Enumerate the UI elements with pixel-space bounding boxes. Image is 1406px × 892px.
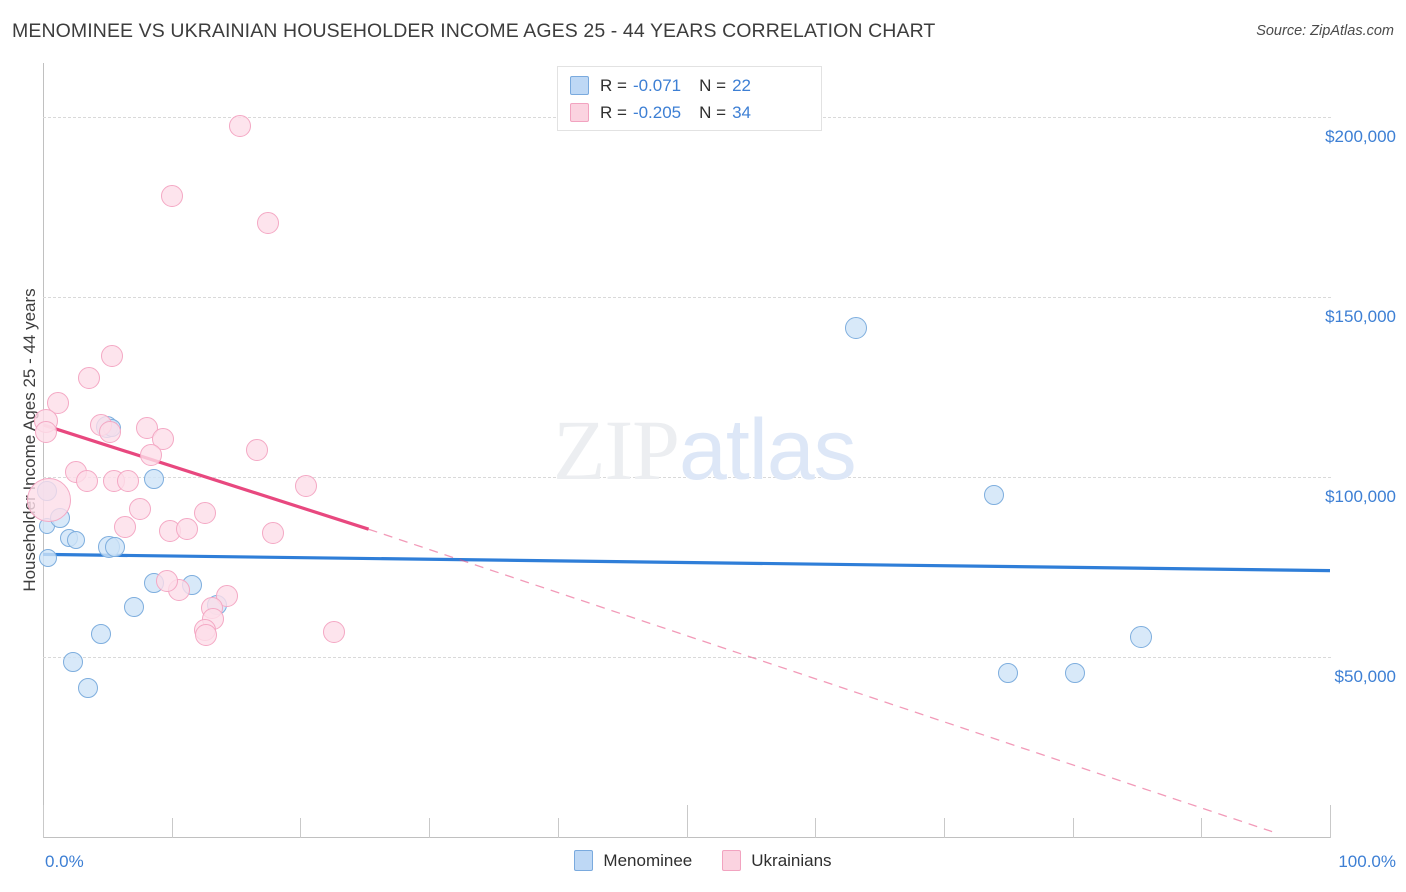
gridline [43, 477, 1331, 478]
data-point[interactable] [195, 624, 218, 647]
data-point[interactable] [294, 475, 317, 497]
legend-label-ukrainians: Ukrainians [751, 850, 832, 870]
data-point[interactable] [78, 677, 99, 698]
data-point[interactable] [176, 518, 199, 541]
x-tick [815, 818, 817, 838]
data-point[interactable] [101, 345, 124, 368]
data-point[interactable] [151, 428, 174, 451]
x-tick [557, 818, 559, 838]
data-point[interactable] [34, 421, 57, 443]
data-point[interactable] [140, 444, 163, 467]
x-tick [943, 818, 945, 838]
plot-area [27, 63, 1331, 837]
data-point[interactable] [143, 468, 164, 489]
legend-swatch-menominee-icon [574, 850, 594, 871]
trend-lines [42, 423, 1331, 833]
data-point[interactable] [1129, 626, 1152, 649]
data-point[interactable] [845, 316, 868, 339]
stats-row-menominee: R = -0.071 N = 22 [570, 72, 811, 99]
page-title: MENOMINEE VS UKRAINIAN HOUSEHOLDER INCOM… [12, 20, 936, 42]
correlation-stats-legend: R = -0.071 N = 22 R = -0.205 N = 34 [557, 66, 822, 131]
x-axis-max-label: 100.0% [1338, 852, 1396, 871]
y-tick-label: $200,000 [1325, 127, 1396, 146]
legend-label-menominee: Menominee [603, 850, 693, 870]
legend-item-menominee[interactable]: Menominee [574, 850, 692, 871]
data-point[interactable] [27, 478, 72, 523]
x-tick [171, 818, 173, 838]
x-tick [1330, 805, 1331, 838]
n-value-menominee: 22 [732, 75, 751, 95]
data-point[interactable] [245, 439, 268, 461]
data-point[interactable] [228, 115, 251, 137]
x-tick [43, 805, 44, 838]
n-value-ukrainians: 34 [732, 102, 751, 122]
source-attribution: Source: ZipAtlas.com [1256, 23, 1394, 39]
data-point[interactable] [98, 421, 121, 443]
data-point[interactable] [67, 531, 86, 549]
data-point[interactable] [105, 537, 126, 558]
r-value-ukrainians: -0.205 [632, 102, 682, 122]
x-tick [686, 805, 688, 838]
trend-line-ukrainians [42, 423, 370, 531]
gridline [43, 297, 1331, 298]
n-label-menominee: N = [699, 75, 727, 95]
swatch-menominee-icon [570, 76, 589, 95]
data-point[interactable] [998, 663, 1019, 684]
y-axis-line [43, 63, 44, 837]
data-point[interactable] [257, 212, 280, 235]
data-point[interactable] [155, 570, 178, 593]
data-point[interactable] [262, 521, 285, 544]
data-point[interactable] [124, 596, 145, 617]
data-point[interactable] [216, 584, 239, 607]
data-point[interactable] [116, 469, 139, 492]
data-point[interactable] [984, 485, 1005, 505]
stats-row-ukrainians: R = -0.205 N = 34 [570, 99, 811, 126]
y-tick-label: $100,000 [1325, 487, 1396, 506]
x-tick [1201, 818, 1203, 838]
data-point[interactable] [160, 185, 183, 208]
data-point[interactable] [39, 549, 58, 567]
data-point[interactable] [1065, 663, 1086, 684]
r-value-menominee: -0.071 [632, 75, 682, 95]
data-point[interactable] [322, 620, 345, 643]
r-label-menominee: R = [600, 75, 627, 95]
data-point[interactable] [47, 392, 70, 415]
data-point[interactable] [128, 498, 151, 521]
series-legend: Menominee Ukrainians [0, 850, 1406, 871]
swatch-ukrainians-icon [570, 103, 589, 122]
y-tick-label: $150,000 [1325, 307, 1396, 326]
legend-swatch-ukrainians-icon [722, 850, 742, 871]
x-axis-min-label: 0.0% [45, 852, 84, 871]
data-point[interactable] [114, 516, 137, 539]
r-label-ukrainians: R = [600, 102, 627, 122]
x-tick [1072, 818, 1074, 838]
gridline [43, 657, 1331, 658]
y-axis-title: Householder Income Ages 25 - 44 years [20, 288, 39, 592]
data-point[interactable] [194, 502, 217, 524]
legend-item-ukrainians[interactable]: Ukrainians [722, 850, 832, 871]
data-point[interactable] [62, 652, 83, 673]
x-tick [300, 818, 302, 838]
data-point[interactable] [75, 469, 98, 492]
trend-line-menominee [42, 552, 1331, 573]
y-tick-label: $50,000 [1334, 667, 1396, 686]
n-label-ukrainians: N = [699, 102, 727, 122]
x-tick [429, 818, 431, 838]
data-point[interactable] [90, 623, 111, 644]
trend-line-extension-ukrainians [368, 528, 1273, 833]
data-point[interactable] [78, 367, 101, 389]
